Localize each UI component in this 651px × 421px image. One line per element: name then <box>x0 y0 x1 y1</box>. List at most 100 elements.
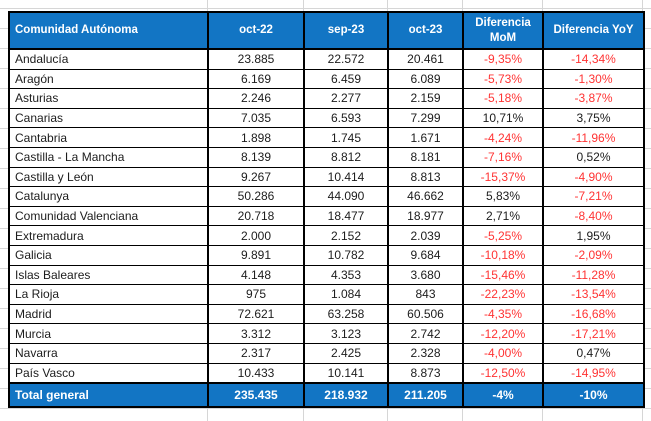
region-cell[interactable]: Canarias <box>8 107 209 129</box>
sep23-cell[interactable]: 63.258 <box>303 303 389 325</box>
region-cell[interactable]: Castilla y León <box>8 166 209 188</box>
yoy-cell[interactable]: -11,96% <box>542 127 645 148</box>
yoy-cell[interactable]: -14,95% <box>542 362 645 384</box>
yoy-cell[interactable]: 3,75% <box>542 107 645 129</box>
col-header-comunidad-autonoma[interactable]: Comunidad Autónoma <box>8 11 209 50</box>
oct22-cell[interactable]: 2.246 <box>207 88 305 109</box>
region-cell[interactable]: Asturias <box>8 88 209 109</box>
col-header-sep-23[interactable]: sep-23 <box>303 11 389 50</box>
oct23-cell[interactable]: 9.684 <box>387 244 464 266</box>
sep23-cell[interactable]: 18.477 <box>303 205 389 227</box>
col-header-diferencia-yoy[interactable]: Diferencia YoY <box>542 11 645 50</box>
oct22-cell[interactable]: 4.148 <box>207 264 305 286</box>
sep23-cell[interactable]: 6.593 <box>303 107 389 129</box>
total-oct22-cell[interactable]: 235.435 <box>207 382 305 408</box>
region-cell[interactable]: Galicia <box>8 244 209 266</box>
col-header-diferencia-mom[interactable]: Diferencia MoM <box>462 11 544 50</box>
oct23-cell[interactable]: 2.328 <box>387 342 464 364</box>
mom-cell[interactable]: -4,24% <box>462 127 544 148</box>
mom-cell[interactable]: -15,46% <box>462 264 544 286</box>
oct22-cell[interactable]: 2.317 <box>207 342 305 364</box>
oct22-cell[interactable]: 23.885 <box>207 48 305 70</box>
total-mom-cell[interactable]: -4% <box>462 382 544 408</box>
yoy-cell[interactable]: -17,21% <box>542 323 645 344</box>
yoy-cell[interactable]: -2,09% <box>542 244 645 266</box>
region-cell[interactable]: Castilla - La Mancha <box>8 146 209 168</box>
sep23-cell[interactable]: 22.572 <box>303 48 389 70</box>
oct22-cell[interactable]: 975 <box>207 284 305 305</box>
mom-cell[interactable]: -9,35% <box>462 48 544 70</box>
region-cell[interactable]: Extremadura <box>8 225 209 246</box>
oct23-cell[interactable]: 7.299 <box>387 107 464 129</box>
region-cell[interactable]: Andalucía <box>8 48 209 70</box>
oct22-cell[interactable]: 50.286 <box>207 186 305 207</box>
oct23-cell[interactable]: 2.742 <box>387 323 464 344</box>
oct22-cell[interactable]: 6.169 <box>207 68 305 90</box>
sep23-cell[interactable]: 44.090 <box>303 186 389 207</box>
mom-cell[interactable]: -22,23% <box>462 284 544 305</box>
region-cell[interactable]: Aragón <box>8 68 209 90</box>
region-cell[interactable]: Catalunya <box>8 186 209 207</box>
mom-cell[interactable]: -12,20% <box>462 323 544 344</box>
mom-cell[interactable]: -15,37% <box>462 166 544 188</box>
oct22-cell[interactable]: 3.312 <box>207 323 305 344</box>
region-cell[interactable]: Cantabria <box>8 127 209 148</box>
yoy-cell[interactable]: -11,28% <box>542 264 645 286</box>
oct23-cell[interactable]: 1.671 <box>387 127 464 148</box>
oct23-cell[interactable]: 6.089 <box>387 68 464 90</box>
sep23-cell[interactable]: 1.745 <box>303 127 389 148</box>
oct22-cell[interactable]: 2.000 <box>207 225 305 246</box>
yoy-cell[interactable]: -14,34% <box>542 48 645 70</box>
region-cell[interactable]: Murcia <box>8 323 209 344</box>
oct22-cell[interactable]: 9.267 <box>207 166 305 188</box>
oct23-cell[interactable]: 60.506 <box>387 303 464 325</box>
yoy-cell[interactable]: 1,95% <box>542 225 645 246</box>
mom-cell[interactable]: -4,00% <box>462 342 544 364</box>
mom-cell[interactable]: -7,16% <box>462 146 544 168</box>
sep23-cell[interactable]: 1.084 <box>303 284 389 305</box>
mom-cell[interactable]: -10,18% <box>462 244 544 266</box>
col-header-oct-23[interactable]: oct-23 <box>387 11 464 50</box>
mom-cell[interactable]: -5,18% <box>462 88 544 109</box>
oct22-cell[interactable]: 7.035 <box>207 107 305 129</box>
region-cell[interactable]: Comunidad Valenciana <box>8 205 209 227</box>
yoy-cell[interactable]: 0,47% <box>542 342 645 364</box>
oct22-cell[interactable]: 72.621 <box>207 303 305 325</box>
mom-cell[interactable]: 10,71% <box>462 107 544 129</box>
oct23-cell[interactable]: 46.662 <box>387 186 464 207</box>
total-label-cell[interactable]: Total general <box>8 382 209 408</box>
oct23-cell[interactable]: 2.039 <box>387 225 464 246</box>
oct23-cell[interactable]: 3.680 <box>387 264 464 286</box>
mom-cell[interactable]: 5,83% <box>462 186 544 207</box>
region-cell[interactable]: Navarra <box>8 342 209 364</box>
yoy-cell[interactable]: -16,68% <box>542 303 645 325</box>
yoy-cell[interactable]: -1,30% <box>542 68 645 90</box>
sep23-cell[interactable]: 10.141 <box>303 362 389 384</box>
oct22-cell[interactable]: 9.891 <box>207 244 305 266</box>
yoy-cell[interactable]: -4,90% <box>542 166 645 188</box>
mom-cell[interactable]: -5,73% <box>462 68 544 90</box>
oct23-cell[interactable]: 18.977 <box>387 205 464 227</box>
sep23-cell[interactable]: 2.152 <box>303 225 389 246</box>
mom-cell[interactable]: -4,35% <box>462 303 544 325</box>
sep23-cell[interactable]: 6.459 <box>303 68 389 90</box>
yoy-cell[interactable]: -7,21% <box>542 186 645 207</box>
region-cell[interactable]: Islas Baleares <box>8 264 209 286</box>
sep23-cell[interactable]: 3.123 <box>303 323 389 344</box>
sep23-cell[interactable]: 10.782 <box>303 244 389 266</box>
mom-cell[interactable]: 2,71% <box>462 205 544 227</box>
oct23-cell[interactable]: 8.813 <box>387 166 464 188</box>
col-header-oct-22[interactable]: oct-22 <box>207 11 305 50</box>
oct23-cell[interactable]: 8.873 <box>387 362 464 384</box>
oct22-cell[interactable]: 10.433 <box>207 362 305 384</box>
yoy-cell[interactable]: -3,87% <box>542 88 645 109</box>
region-cell[interactable]: Madrid <box>8 303 209 325</box>
oct23-cell[interactable]: 2.159 <box>387 88 464 109</box>
oct22-cell[interactable]: 1.898 <box>207 127 305 148</box>
yoy-cell[interactable]: -8,40% <box>542 205 645 227</box>
mom-cell[interactable]: -5,25% <box>462 225 544 246</box>
total-oct23-cell[interactable]: 211.205 <box>387 382 464 408</box>
oct23-cell[interactable]: 20.461 <box>387 48 464 70</box>
sep23-cell[interactable]: 10.414 <box>303 166 389 188</box>
oct23-cell[interactable]: 843 <box>387 284 464 305</box>
